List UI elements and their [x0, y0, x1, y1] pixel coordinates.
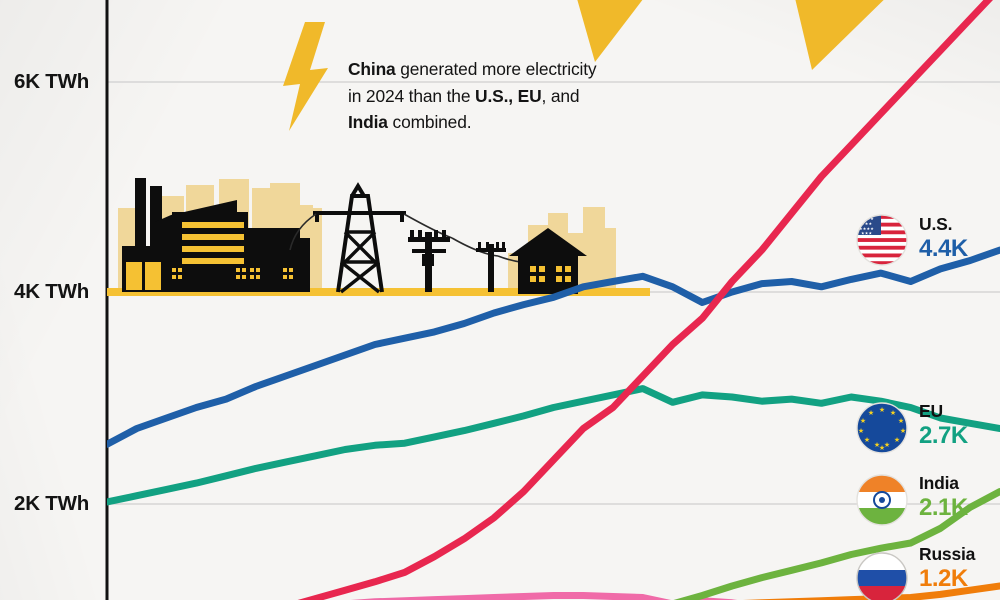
svg-text:★: ★: [860, 417, 866, 425]
us-flag-icon: ★★★★★★★ ★★★★★★★: [856, 214, 908, 266]
legend-label-eu: EU: [919, 401, 943, 421]
legend-value-india: 2.1K: [919, 494, 968, 521]
annotation-line3-post: combined.: [387, 112, 472, 132]
svg-text:★★★: ★★★: [861, 221, 873, 226]
annotation-india: India: [348, 112, 388, 132]
eu-flag-icon: ★ ★ ★★ ★★ ★★ ★★ ★★: [856, 402, 908, 454]
utility-pole-icon: [476, 242, 506, 292]
annotation-callout: China generated more electricity in 2024…: [348, 56, 678, 136]
lightning-bolt-icon: [577, 0, 643, 62]
transmission-tower-icon: [313, 182, 406, 294]
legend-label-us: U.S.: [919, 214, 953, 234]
annotation-us-eu: U.S., EU: [475, 85, 542, 106]
annotation-line1-rest: generated more electricity: [395, 59, 597, 79]
svg-text:★: ★: [879, 406, 885, 414]
illustration-group: [107, 0, 884, 296]
svg-text:★: ★: [898, 417, 904, 425]
house-icon: [509, 228, 587, 294]
series-line-india: [673, 488, 1000, 600]
svg-text:★★★: ★★★: [861, 231, 873, 236]
series-line-china: [297, 0, 993, 600]
y-tick-label-2k: 2K TWh: [14, 492, 90, 515]
y-tick-label-6k: 6K TWh: [14, 70, 90, 93]
svg-text:★: ★: [894, 436, 900, 444]
russia-flag-icon: [856, 552, 908, 600]
svg-text:★★★★: ★★★★: [859, 226, 874, 231]
svg-text:★: ★: [864, 436, 870, 444]
svg-text:★: ★: [868, 409, 874, 417]
series-line-eu: [107, 385, 1000, 506]
lightning-bolt-icon: [795, 0, 884, 70]
series-line-us: [107, 246, 1000, 448]
annotation-line2-pre: in 2024 than the: [348, 85, 476, 106]
annotation-china: China: [348, 59, 396, 79]
legend-label-russia: Russia: [919, 544, 976, 564]
annotation-line2-post: , and: [541, 85, 580, 106]
series-line-japan: [350, 592, 738, 600]
svg-text:★: ★: [879, 444, 885, 452]
svg-text:★: ★: [900, 427, 906, 435]
utility-pole-icon: [408, 230, 450, 292]
svg-text:★: ★: [890, 409, 896, 417]
india-flag-icon: [856, 474, 908, 526]
legend-value-russia: 1.2K: [919, 565, 968, 592]
legend-label-india: India: [919, 473, 959, 493]
svg-text:★: ★: [874, 441, 880, 449]
lightning-bolt-icon: [283, 22, 328, 131]
svg-text:★: ★: [884, 441, 890, 449]
legend-value-us: 4.4K: [919, 235, 968, 262]
svg-text:★: ★: [858, 427, 864, 435]
legend-value-eu: 2.7K: [919, 422, 968, 449]
y-tick-label-4k: 4K TWh: [14, 280, 90, 303]
factory-icon: [122, 178, 310, 292]
